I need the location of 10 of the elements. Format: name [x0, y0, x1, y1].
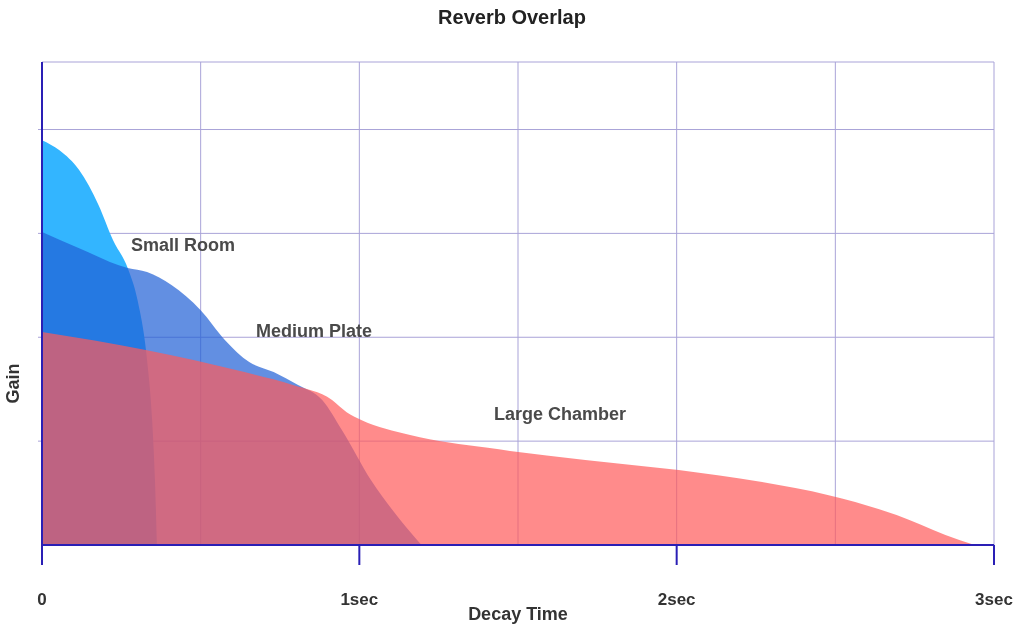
x-tick-label: 3sec	[975, 590, 1013, 609]
series-label: Large Chamber	[494, 404, 627, 424]
x-tick-label: 1sec	[340, 590, 379, 609]
x-tick-label: 0	[37, 590, 47, 609]
y-axis-title: Gain	[3, 363, 23, 404]
x-tick-label: 2sec	[657, 590, 696, 609]
x-axis-title: Decay Time	[468, 604, 568, 624]
series-label: Medium Plate	[256, 321, 373, 341]
series-label: Small Room	[131, 235, 236, 255]
chart-title: Reverb Overlap	[438, 6, 586, 28]
